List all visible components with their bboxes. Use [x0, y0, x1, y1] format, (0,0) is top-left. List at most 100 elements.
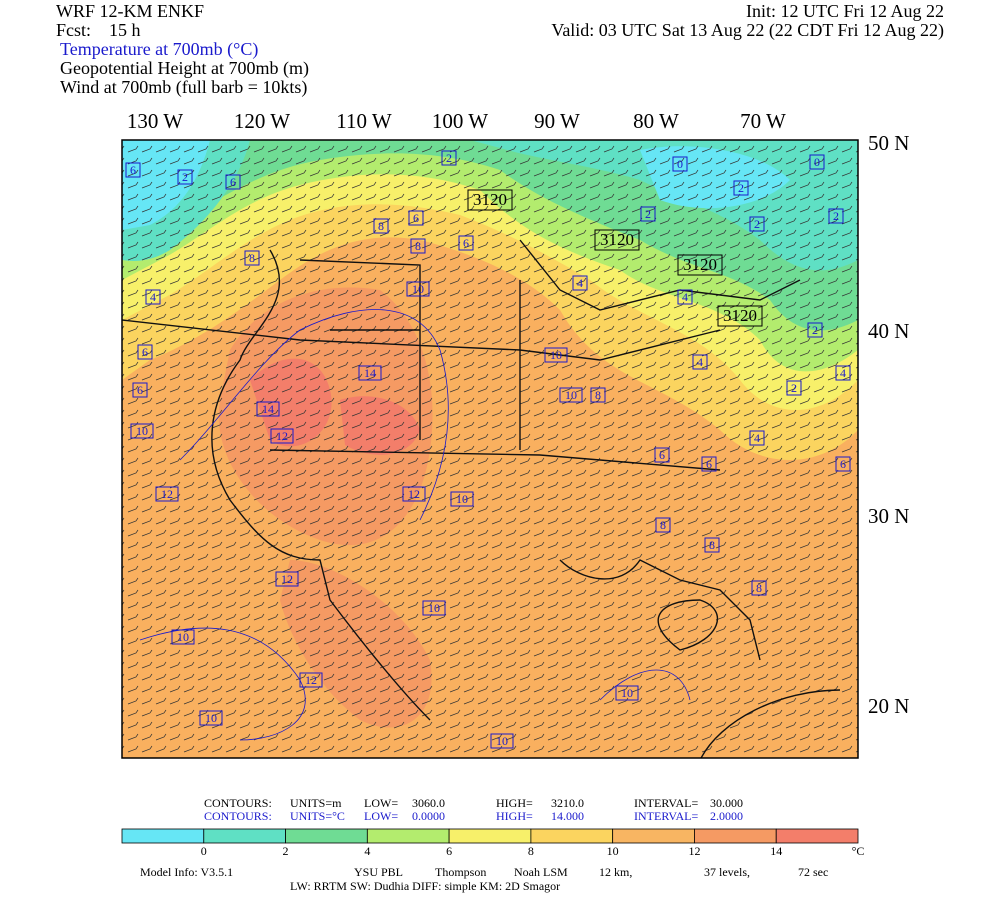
contour-label: 3120 [683, 255, 717, 274]
map [122, 140, 858, 758]
contour-label-box [244, 250, 260, 266]
contour-label-box [171, 629, 195, 645]
contour-label: 2 [754, 217, 760, 231]
contour-label: 4 [840, 366, 846, 380]
contour-label-box [654, 447, 670, 463]
colorbar-label: 10 [607, 844, 619, 858]
contour-label-box [177, 169, 193, 185]
contour-label: 8 [660, 518, 666, 532]
contour-label-box [125, 162, 141, 178]
colorbar-unit: °C [852, 844, 865, 858]
colorbar-bin [530, 828, 614, 844]
contour-label-box [408, 210, 424, 226]
contour-label: 2 [645, 207, 651, 221]
contour-label-box [559, 387, 583, 403]
contour-label: 6 [142, 345, 148, 359]
contour-label: 12 [161, 487, 173, 501]
contour-label: 10 [428, 601, 440, 615]
longitude-label: 130 W [127, 109, 183, 133]
contour-info: CONTOURS: [204, 809, 272, 823]
contour-label: 2 [791, 381, 797, 395]
contour-label: 4 [697, 355, 703, 369]
contour-label: 6 [659, 448, 665, 462]
contour-label-box [299, 672, 323, 688]
contour-label-box [199, 710, 223, 726]
contour-label: 12 [281, 572, 293, 586]
contour-label: 4 [682, 290, 688, 304]
contour-label-box [450, 491, 474, 507]
longitude-label: 100 W [432, 109, 488, 133]
model-title: WRF 12-KM ENKF [56, 1, 204, 21]
contour-label-box [733, 180, 749, 196]
contour-info: LOW= [364, 809, 398, 823]
contour-label-box [358, 365, 382, 381]
model-info: 37 levels, [704, 865, 750, 879]
contour-label: 8 [249, 251, 255, 265]
field-wind: Wind at 700mb (full barb = 10kts) [60, 77, 307, 98]
contour-info: INTERVAL= [634, 809, 698, 823]
contour-label-box [270, 428, 294, 444]
contour-info: UNITS=°C [290, 809, 345, 823]
contour-label-box [132, 382, 148, 398]
colorbar-label: 4 [364, 844, 370, 858]
contour-label-box [704, 537, 720, 553]
contour-label: 4 [754, 431, 760, 445]
model-info: 72 sec [798, 865, 828, 879]
physics-info: LW: RRTM SW: Dudhia DIFF: simple KM: 2D … [290, 879, 560, 893]
contour-label-box [786, 380, 802, 396]
contour-label: 2 [446, 151, 452, 165]
contour-label-box [677, 254, 723, 276]
contour-info: UNITS=m [290, 796, 342, 810]
contour-label-box [672, 156, 688, 172]
contour-label-box [615, 685, 639, 701]
contour-label-box [749, 430, 765, 446]
contour-label: 2 [738, 181, 744, 195]
model-info: 12 km, [599, 865, 632, 879]
contour-label-box [751, 580, 767, 596]
field-temperature: Temperature at 700mb (°C) [60, 39, 258, 60]
contour-label: 6 [463, 236, 469, 250]
colorbar-bin [366, 828, 450, 844]
colorbar-label: 14 [770, 844, 782, 858]
model-info: Noah LSM [514, 865, 568, 879]
contour-label-box [406, 281, 430, 297]
contour-info: 2.0000 [710, 809, 743, 823]
contour-label: 10 [621, 686, 633, 700]
contour-label: 10 [205, 711, 217, 725]
contour-info: 3060.0 [412, 796, 445, 810]
contour-label: 8 [595, 388, 601, 402]
contour-info: HIGH= [496, 796, 533, 810]
contour-label: 12 [305, 673, 317, 687]
forecast-hour: Fcst: 15 h [56, 20, 141, 40]
longitude-label: 80 W [633, 109, 679, 133]
contour-label: 8 [378, 219, 384, 233]
contour-label: 6 [130, 163, 136, 177]
colorbar-bin [694, 828, 777, 844]
init-time: Init: 12 UTC Fri 12 Aug 22 [746, 1, 944, 21]
contour-label: 2 [812, 323, 818, 337]
contour-label-box [594, 229, 640, 251]
contour-label-box [572, 275, 588, 291]
contour-label-box [701, 456, 717, 472]
contour-label: 10 [456, 492, 468, 506]
contour-label: 2 [182, 170, 188, 184]
contour-label-box [692, 354, 708, 370]
contour-label-box [835, 365, 851, 381]
longitude-label: 70 W [740, 109, 786, 133]
map-frame [121, 139, 859, 759]
contour-label: 14 [364, 366, 376, 380]
contour-label: 6 [706, 457, 712, 471]
latitude-label: 30 N [868, 504, 909, 528]
contour-label-box [225, 174, 241, 190]
latitude-label: 40 N [868, 319, 909, 343]
contour-label-box [275, 571, 299, 587]
contour-label-box [373, 218, 389, 234]
contour-label-box [677, 289, 693, 305]
contour-info: LOW= [364, 796, 398, 810]
longitude-label: 120 W [234, 109, 290, 133]
colorbar-bin [285, 828, 368, 844]
contour-label-box [422, 600, 446, 616]
colorbar-label: 0 [201, 844, 207, 858]
contour-label-box [402, 486, 426, 502]
